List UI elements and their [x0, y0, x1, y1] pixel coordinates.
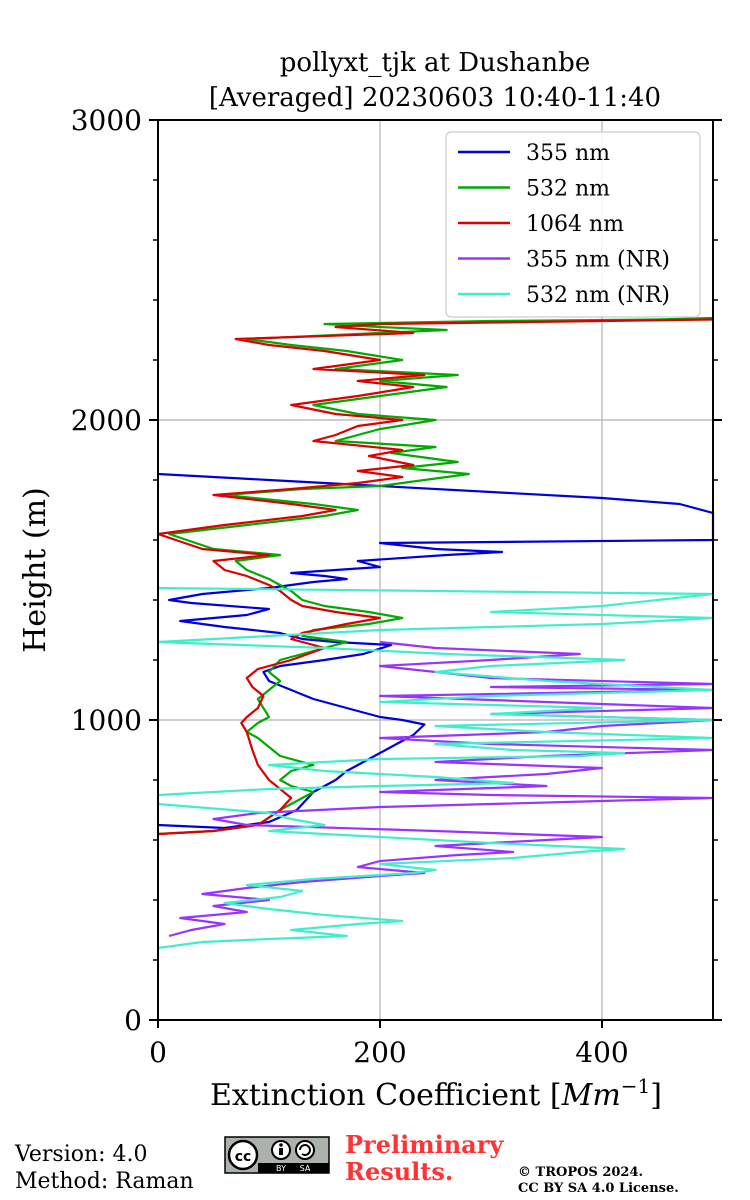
x-tick-label: 200: [353, 1036, 406, 1069]
by-badge-label: BY: [276, 1164, 286, 1173]
chart-title-line-2: [Averaged] 20230603 10:40-11:40: [209, 83, 661, 113]
y-tick-label: 0: [124, 1004, 142, 1037]
x-tick-label: 400: [575, 1036, 628, 1069]
legend-label: 355 nm: [526, 141, 610, 166]
legend: 355 nm 532 nm 1064 nm 355 nm (NR) 532 nm (NR…: [445, 131, 701, 318]
series-line-0: [157, 472, 715, 830]
x-axis-label-exponent: −1: [621, 1074, 650, 1098]
series-line-4: [156, 586, 715, 950]
cc-icon: [227, 1139, 259, 1171]
x-axis-label-main: Extinction Coefficient [: [210, 1078, 562, 1113]
axis-ticks: 0 200 400 0 1000 2000 3000: [71, 104, 722, 1069]
version-text: Version: 4.0: [14, 1142, 148, 1167]
y-axis-label: Height (m): [18, 487, 53, 652]
y-tick-label: 1000: [71, 704, 142, 737]
legend-label: 1064 nm: [526, 212, 624, 237]
copyright-line-1: © TROPOS 2024.: [518, 1165, 643, 1180]
chart-title-line-1: pollyxt_tjk at Dushanbe: [280, 48, 590, 78]
sa-icon: [295, 1140, 315, 1160]
legend-label: 532 nm: [526, 177, 610, 202]
series-line-1: [157, 316, 714, 836]
legend-label: 532 nm (NR): [526, 283, 670, 308]
sa-badge-label: SA: [300, 1164, 311, 1173]
x-axis-label: Extinction Coefficient [Mm−1]: [210, 1074, 662, 1113]
series-line-3: [168, 640, 715, 938]
x-tick-label: 0: [149, 1036, 167, 1069]
legend-box: [445, 131, 701, 318]
svg-text:cc: cc: [235, 1149, 252, 1165]
plot-frame: [157, 119, 714, 1021]
x-axis-label-unit: Mm: [561, 1078, 621, 1113]
y-tick-label: 3000: [71, 104, 142, 137]
legend-label: 355 nm (NR): [526, 248, 670, 273]
y-tick-label: 2000: [71, 404, 142, 437]
series-line-2: [156, 318, 714, 836]
preliminary-results-line-2: Results.: [345, 1157, 453, 1186]
preliminary-results-line-1: Preliminary: [345, 1130, 504, 1159]
x-axis-label-close: ]: [650, 1078, 662, 1113]
series-lines: [156, 316, 715, 950]
cc-license-badge: cc BY SA: [224, 1136, 330, 1174]
copyright-line-2: CC BY SA 4.0 License.: [518, 1181, 679, 1196]
method-text: Method: Raman: [15, 1169, 194, 1194]
